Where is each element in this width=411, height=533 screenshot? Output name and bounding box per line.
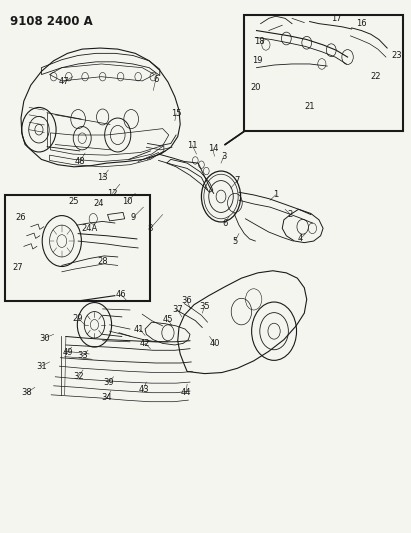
Text: 15: 15 (171, 109, 181, 118)
Text: 38: 38 (21, 388, 32, 397)
Text: 30: 30 (39, 334, 50, 343)
Text: 32: 32 (73, 372, 83, 381)
Bar (244, 14, 404, 131)
Text: 23: 23 (391, 51, 402, 60)
Text: 44: 44 (181, 388, 191, 397)
Text: 22: 22 (371, 72, 381, 81)
Text: 9108 2400 A: 9108 2400 A (9, 14, 92, 28)
Text: 35: 35 (199, 302, 210, 311)
Text: 48: 48 (74, 157, 85, 166)
Text: 25: 25 (69, 197, 79, 206)
Text: 40: 40 (209, 339, 220, 348)
Text: 24: 24 (93, 199, 104, 208)
Text: 1: 1 (273, 190, 278, 199)
Text: 17: 17 (331, 14, 342, 23)
Text: 45: 45 (163, 315, 173, 324)
Text: 29: 29 (73, 314, 83, 323)
Text: 11: 11 (187, 141, 198, 150)
Text: 8: 8 (148, 224, 153, 233)
Text: 36: 36 (182, 296, 192, 305)
Text: 42: 42 (140, 339, 150, 348)
Text: 24A: 24A (81, 224, 97, 233)
Text: 7: 7 (235, 176, 240, 185)
Text: 27: 27 (12, 263, 23, 272)
Text: 13: 13 (97, 173, 108, 182)
Text: 4: 4 (298, 235, 303, 244)
Text: 43: 43 (138, 385, 149, 394)
Bar (5, 195, 150, 301)
Text: 3: 3 (221, 152, 226, 161)
Text: 34: 34 (102, 393, 112, 402)
Text: 16: 16 (356, 19, 367, 28)
Text: 10: 10 (122, 197, 132, 206)
Text: 9: 9 (130, 213, 136, 222)
Text: 18: 18 (254, 37, 265, 46)
Text: 41: 41 (134, 325, 145, 334)
Text: 20: 20 (250, 83, 261, 92)
Text: 47: 47 (58, 77, 69, 86)
Text: 37: 37 (172, 305, 183, 314)
Text: 12: 12 (107, 189, 118, 198)
Text: 2: 2 (288, 210, 293, 219)
Text: 26: 26 (16, 213, 26, 222)
Text: 6: 6 (153, 75, 158, 84)
Text: 49: 49 (62, 348, 73, 357)
Text: 39: 39 (103, 377, 114, 386)
Text: 14: 14 (208, 144, 218, 154)
Text: 19: 19 (252, 56, 263, 65)
Text: 5: 5 (232, 237, 238, 246)
Text: 46: 46 (115, 289, 126, 298)
Text: 28: 28 (97, 257, 108, 265)
Text: 6: 6 (222, 219, 228, 228)
Text: 33: 33 (78, 351, 88, 360)
Text: 21: 21 (305, 102, 315, 111)
Text: 31: 31 (36, 362, 47, 370)
